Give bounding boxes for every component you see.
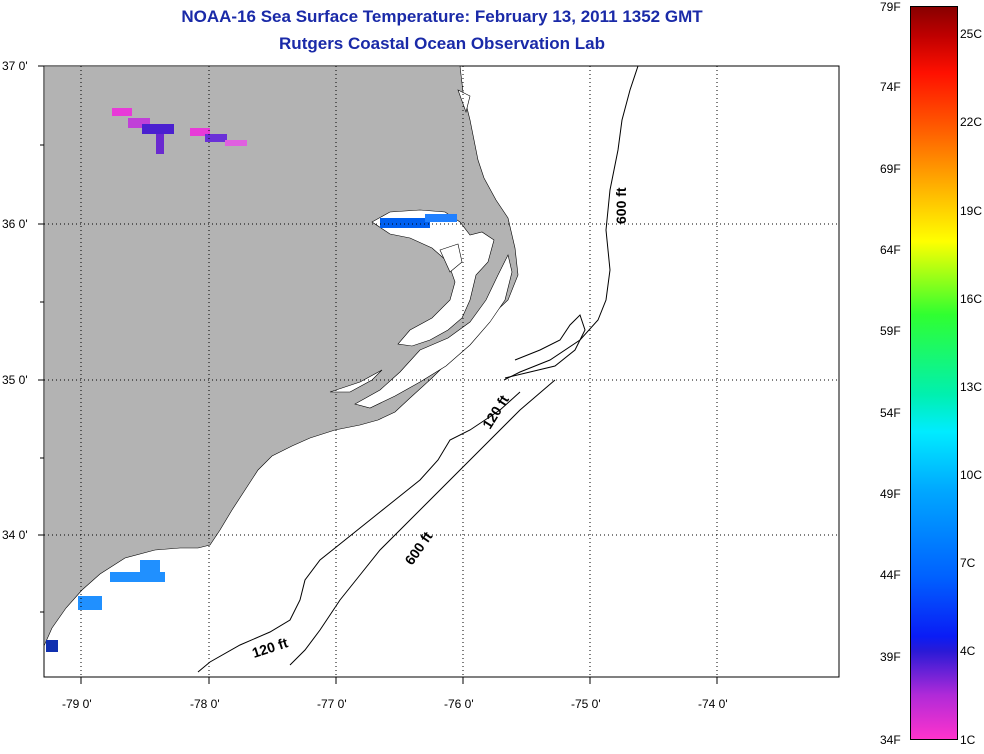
contour-120ft-south (197, 391, 521, 673)
colorbar-f-label: 49F (880, 487, 901, 501)
lon-label: -76 0' (444, 697, 474, 711)
lat-label: 36 0' (2, 217, 28, 231)
colorbar-f-label: 59F (880, 324, 901, 338)
temperature-colorbar (910, 6, 958, 740)
lon-label: -75 0' (571, 697, 601, 711)
colorbar-c-label: 7C (960, 556, 976, 570)
lon-label: -79 0' (62, 697, 92, 711)
colorbar-c-label: 25C (960, 27, 983, 41)
lon-label: -77 0' (317, 697, 347, 711)
lon-label: -74 0' (698, 697, 728, 711)
lat-label: 34 0' (2, 528, 28, 542)
pamlico-sound (354, 254, 513, 409)
colorbar-f-label: 79F (880, 0, 901, 14)
contour-label: 600 ft (613, 187, 629, 224)
contour-120ft-north (504, 314, 586, 379)
contour-600ft-south (289, 379, 556, 666)
colorbar-c-label: 19C (960, 204, 983, 218)
map-subtitle: Rutgers Coastal Ocean Observation Lab (279, 34, 605, 53)
ticks (38, 65, 718, 684)
colorbar-f-label: 74F (880, 80, 901, 94)
colorbar-c-label: 13C (960, 380, 983, 394)
land-mass (43, 65, 519, 647)
colorbar-f-label: 44F (880, 568, 901, 582)
colorbar-c-label: 22C (960, 115, 983, 129)
contour-600ft-north (503, 65, 639, 381)
colorbar-c-label: 4C (960, 644, 976, 658)
colorbar-f-label: 69F (880, 162, 901, 176)
lat-label: 35 0' (2, 373, 28, 387)
grid-lines (44, 66, 839, 677)
sst-pixels (46, 108, 457, 652)
lat-label: 37 0' (2, 59, 28, 73)
colorbar-c-label: 16C (960, 292, 983, 306)
colorbar-c-label: 10C (960, 468, 983, 482)
colorbar-f-label: 54F (880, 406, 901, 420)
colorbar-f-label: 39F (880, 650, 901, 664)
colorbar-f-label: 64F (880, 243, 901, 257)
lon-label: -78 0' (190, 697, 220, 711)
map-title: NOAA-16 Sea Surface Temperature: Februar… (181, 7, 703, 26)
colorbar-c-label: 1C (960, 733, 976, 747)
colorbar-f-label: 34F (880, 733, 901, 747)
